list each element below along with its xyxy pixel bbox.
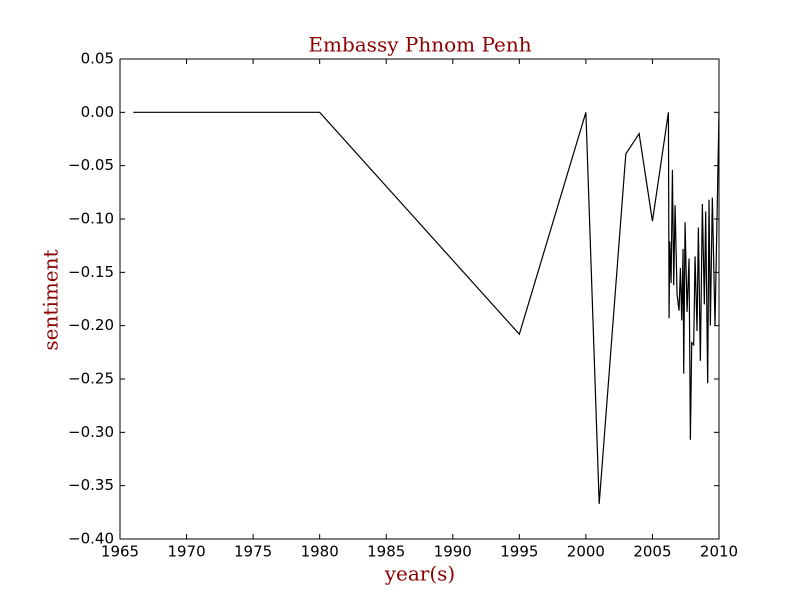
plot-frame (119, 58, 720, 540)
x-tick-label: 1965 (101, 543, 139, 561)
y-tick-label: −0.40 (68, 530, 114, 548)
chart-title: Embassy Phnom Penh (308, 33, 531, 57)
y-tick-label: −0.30 (68, 423, 114, 441)
x-tick-label: 2010 (700, 543, 738, 561)
y-tick-label: −0.20 (68, 316, 114, 334)
x-tick-label: 1985 (367, 543, 405, 561)
y-tick-label: −0.35 (68, 476, 114, 494)
x-tick-label: 2005 (633, 543, 671, 561)
x-tick-label: 1970 (167, 543, 205, 561)
x-tick-label: 1990 (434, 543, 472, 561)
x-tick-label: 1995 (500, 543, 538, 561)
y-tick-label: −0.05 (68, 156, 114, 174)
y-tick-label: 0.05 (81, 50, 114, 68)
x-tick-label: 2000 (567, 543, 605, 561)
y-tick-label: 0.00 (81, 103, 114, 121)
y-tick-label: −0.10 (68, 210, 114, 228)
line (133, 111, 720, 504)
y-tick-label: −0.15 (68, 263, 114, 281)
x-tick-label: 1975 (234, 543, 272, 561)
x-axis-label: year(s) (384, 562, 456, 586)
y-tick-label: −0.25 (68, 370, 114, 388)
x-tick-label: 1980 (301, 543, 339, 561)
y-axis-label: sentiment (39, 249, 63, 350)
